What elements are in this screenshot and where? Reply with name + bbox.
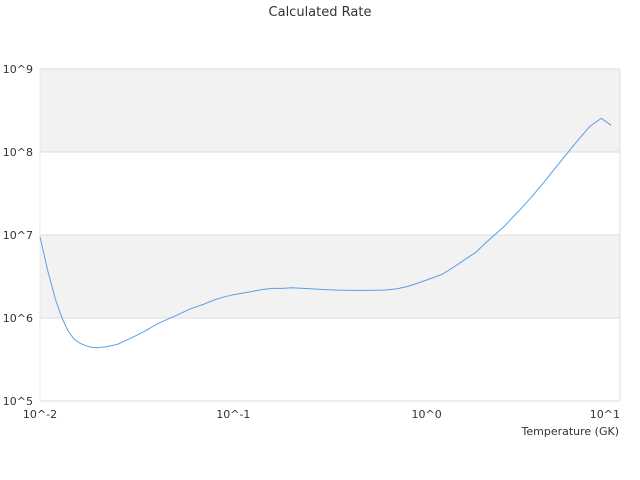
x-axis-ticks: 10^-2 10^-1 10^0 10^1 xyxy=(23,408,620,421)
background-band xyxy=(40,152,620,235)
series-line xyxy=(39,117,612,349)
background-band xyxy=(40,318,620,401)
y-tick-label: 10^6 xyxy=(3,312,33,325)
x-tick-label: 10^-1 xyxy=(216,408,250,421)
y-tick-label: 10^8 xyxy=(3,146,33,159)
x-tick-label: 10^1 xyxy=(590,408,620,421)
background-bands xyxy=(40,69,620,401)
series-layer xyxy=(39,117,612,349)
y-tick-label: 10^7 xyxy=(3,229,33,242)
y-tick-label: 10^9 xyxy=(3,63,33,76)
background-band xyxy=(40,69,620,152)
background-band xyxy=(40,235,620,318)
y-axis-ticks: 10^5 10^6 10^7 10^8 10^9 xyxy=(3,63,33,408)
x-tick-label: 10^0 xyxy=(412,408,442,421)
chart-title: Calculated Rate xyxy=(269,5,372,20)
gridlines xyxy=(39,68,621,402)
y-tick-label: 10^5 xyxy=(3,395,33,408)
x-axis-label: Temperature (GK) xyxy=(521,425,620,438)
x-tick-label: 10^-2 xyxy=(23,408,57,421)
